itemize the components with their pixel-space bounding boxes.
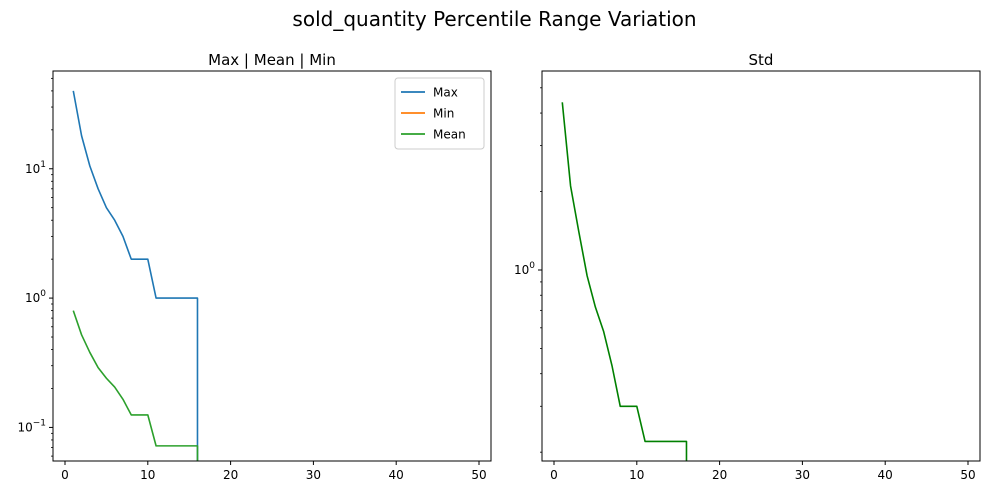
max-series-line	[72, 90, 199, 461]
y-tick-label: 100	[25, 289, 46, 305]
x-tick-label: 20	[712, 468, 727, 482]
legend-frame	[394, 77, 485, 150]
plot-area	[561, 102, 688, 461]
x-tick-label: 30	[795, 468, 810, 482]
x-tick-label: 50	[471, 468, 486, 482]
legend-label-mean: Mean	[433, 128, 466, 142]
std-series-line	[561, 102, 688, 461]
x-tick-label: 10	[140, 468, 155, 482]
plot-area	[72, 90, 199, 461]
x-tick-label: 40	[878, 468, 893, 482]
x-tick-label: 10	[629, 468, 644, 482]
mean-series-line	[72, 310, 199, 461]
legend-label-max: Max	[433, 86, 458, 100]
legend: Max Min Mean	[394, 77, 485, 150]
axes-frame	[52, 70, 492, 462]
axes-frame	[541, 70, 981, 462]
legend-label-min: Min	[433, 107, 454, 121]
x-tick-label: 0	[550, 468, 558, 482]
x-tick-label: 20	[223, 468, 238, 482]
figure-suptitle: sold_quantity Percentile Range Variation	[292, 7, 696, 31]
y-tick-label: 100	[514, 261, 535, 277]
y-tick-label: 10−1	[17, 418, 46, 434]
subplot-title: Std	[749, 51, 774, 69]
x-tick-label: 40	[389, 468, 404, 482]
plot-max-mean-min: Max | Mean | Min 0 10 20 30 40 50 10−1 100 101 Max…	[17, 51, 492, 482]
x-tick-label: 50	[960, 468, 975, 482]
y-tick-label: 101	[25, 160, 46, 176]
x-tick-label: 30	[306, 468, 321, 482]
x-tick-label: 0	[61, 468, 69, 482]
plot-std: Std 0 10 20 30 40 50 100	[514, 51, 981, 482]
subplot-title: Max | Mean | Min	[208, 51, 336, 69]
